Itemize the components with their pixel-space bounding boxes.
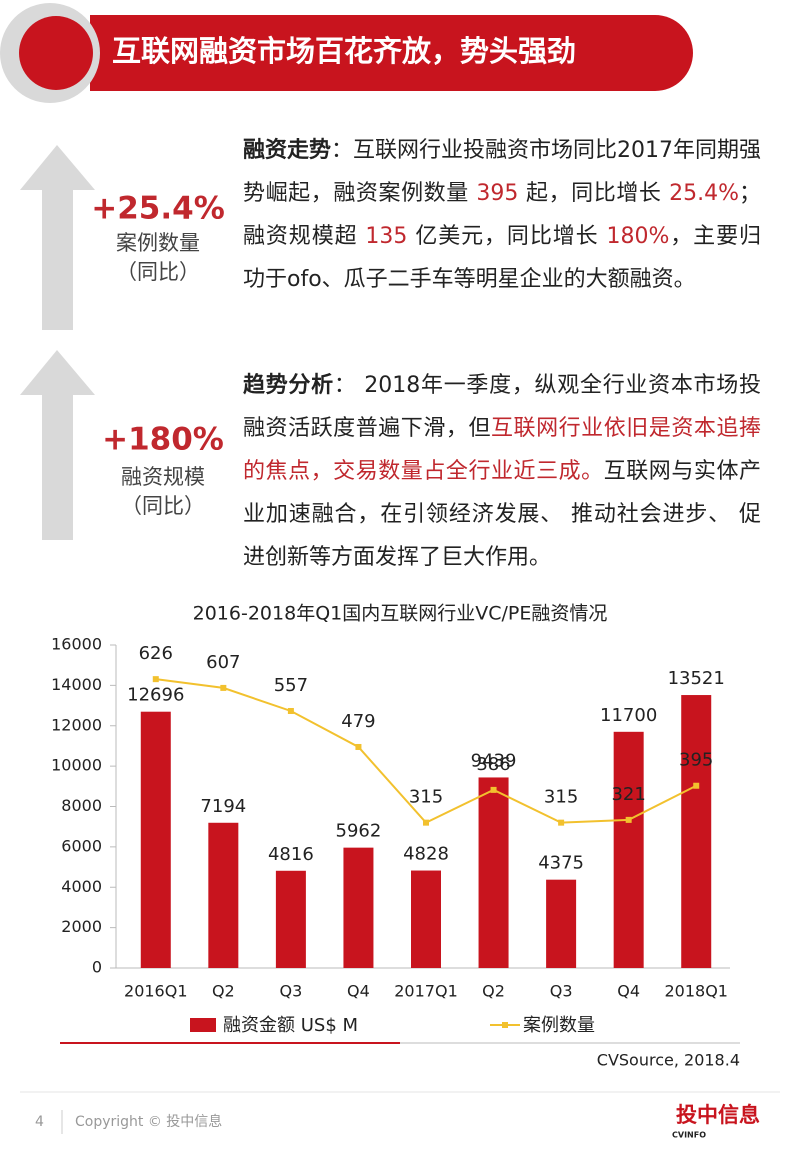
text-run: 互联网与实体产业加速融合，在引领经济发展、 推动社会进步、 促进创新等方面发挥了… bbox=[243, 459, 761, 570]
text-run: ，主要归功于ofo、瓜子二手车等明星企业的大额融资。 bbox=[243, 224, 761, 292]
legend-swatch bbox=[502, 1022, 508, 1028]
x-tick-label: Q3 bbox=[279, 982, 302, 1001]
bar bbox=[140, 711, 171, 968]
line-marker bbox=[558, 819, 565, 826]
paragraph: 趋势分析： 2018年一季度，纵观全行业资本市场投融资活跃度普遍下滑，但互联网行… bbox=[243, 364, 761, 579]
bar-label: 5962 bbox=[336, 821, 382, 842]
line-marker bbox=[423, 819, 429, 826]
line-marker bbox=[693, 782, 700, 789]
stat-note: （同比） bbox=[116, 260, 200, 284]
y-tick-label: 16000 bbox=[51, 635, 102, 654]
legend-label: 融资金额 US$ M bbox=[223, 1015, 358, 1036]
text-run: 135 bbox=[365, 224, 408, 249]
stat: +25.4% bbox=[91, 191, 225, 227]
bar bbox=[681, 695, 712, 968]
line-marker bbox=[355, 743, 362, 750]
y-tick-label: 0 bbox=[92, 958, 102, 977]
y-tick-label: 2000 bbox=[61, 917, 102, 936]
line-label: 557 bbox=[274, 675, 308, 696]
stat: +180% bbox=[102, 422, 224, 458]
bar-label: 12696 bbox=[127, 685, 184, 706]
paragraph: 融资走势：互联网行业投融资市场同比2017年同期强势崛起，融资案例数量 395 … bbox=[243, 129, 761, 301]
copyright: Copyright © 投中信息 bbox=[75, 1113, 222, 1130]
y-tick-label: 10000 bbox=[51, 756, 102, 775]
text-run: 互联网行业依旧是资本追捧的焦点，交易数量占全行业近三成。 bbox=[243, 416, 761, 484]
arrow bbox=[20, 145, 95, 330]
line-label: 626 bbox=[139, 643, 173, 664]
line-label: 395 bbox=[679, 750, 713, 771]
header-title: 互联网融资市场百花齐放，势头强劲 bbox=[112, 34, 576, 68]
chart-title: 2016-2018年Q1国内互联网行业VC/PE融资情况 bbox=[193, 603, 608, 625]
bar-label: 13521 bbox=[668, 668, 725, 689]
x-tick-label: Q2 bbox=[212, 982, 235, 1001]
x-tick-label: Q2 bbox=[482, 982, 505, 1001]
text-run: 25.4% bbox=[669, 181, 739, 206]
y-tick-label: 14000 bbox=[51, 675, 102, 694]
x-tick-label: 2018Q1 bbox=[664, 982, 728, 1001]
line-label: 607 bbox=[206, 652, 240, 673]
bar bbox=[546, 879, 577, 968]
bar-label: 4375 bbox=[538, 853, 584, 874]
bar-label: 7194 bbox=[200, 796, 246, 817]
text-run: 融资走势 bbox=[243, 138, 332, 163]
text-run: 180% bbox=[606, 224, 670, 249]
stat-label: 融资规模 bbox=[121, 465, 205, 489]
text-run: ；融资规模超 bbox=[243, 181, 761, 249]
line-marker bbox=[625, 816, 632, 823]
source: CVSource, 2018.4 bbox=[597, 1051, 740, 1070]
header-banner bbox=[90, 15, 693, 91]
stat-note: （同比） bbox=[121, 494, 205, 518]
text-run: 395 bbox=[476, 181, 519, 206]
line-label: 479 bbox=[341, 711, 375, 732]
bar bbox=[411, 870, 441, 968]
text-run: 趋势分析 bbox=[243, 373, 334, 398]
line-marker bbox=[490, 786, 497, 793]
line-marker bbox=[220, 684, 227, 691]
text-run: 起，同比增长 bbox=[518, 181, 670, 206]
x-tick-label: Q3 bbox=[550, 982, 573, 1001]
x-tick-label: Q4 bbox=[617, 982, 640, 1001]
text-run: 亿美元，同比增长 bbox=[407, 224, 607, 249]
line-label: 386 bbox=[476, 754, 510, 775]
legend-swatch bbox=[190, 1018, 216, 1032]
x-tick-label: Q4 bbox=[347, 982, 370, 1001]
logo-sub: CVINFO bbox=[672, 1131, 706, 1140]
bar-label: 4828 bbox=[403, 844, 449, 865]
bar-label: 4816 bbox=[268, 844, 314, 865]
bar bbox=[343, 847, 374, 968]
legend-label: 案例数量 bbox=[523, 1015, 595, 1036]
stat-label: 案例数量 bbox=[116, 231, 200, 255]
bar bbox=[275, 870, 306, 968]
line-marker bbox=[152, 676, 159, 683]
page-number: 4 bbox=[35, 1114, 44, 1130]
header-circle-inner bbox=[19, 16, 93, 90]
y-tick-label: 12000 bbox=[51, 715, 102, 734]
y-tick-label: 6000 bbox=[61, 836, 102, 855]
text-run: ： 2018年一季度，纵观全行业资本市场投融资活跃度普遍下滑，但 bbox=[243, 373, 761, 441]
line-marker bbox=[287, 707, 294, 714]
line-label: 315 bbox=[409, 787, 443, 808]
line-label: 315 bbox=[544, 787, 578, 808]
x-tick-label: 2017Q1 bbox=[394, 982, 458, 1001]
bar-label: 11700 bbox=[600, 705, 657, 726]
line-label: 321 bbox=[611, 784, 645, 805]
text-run: ：互联网行业投融资市场同比2017年同期强势崛起，融资案例数量 bbox=[243, 138, 762, 206]
arrow bbox=[20, 350, 95, 540]
y-tick-label: 4000 bbox=[61, 877, 102, 896]
bar-label: 9439 bbox=[471, 750, 517, 771]
y-tick-label: 8000 bbox=[61, 796, 102, 815]
x-tick-label: 2016Q1 bbox=[124, 982, 188, 1001]
bar bbox=[478, 777, 509, 968]
bar bbox=[208, 822, 239, 968]
logo: 投中信息 bbox=[676, 1103, 760, 1127]
bar bbox=[613, 731, 644, 968]
